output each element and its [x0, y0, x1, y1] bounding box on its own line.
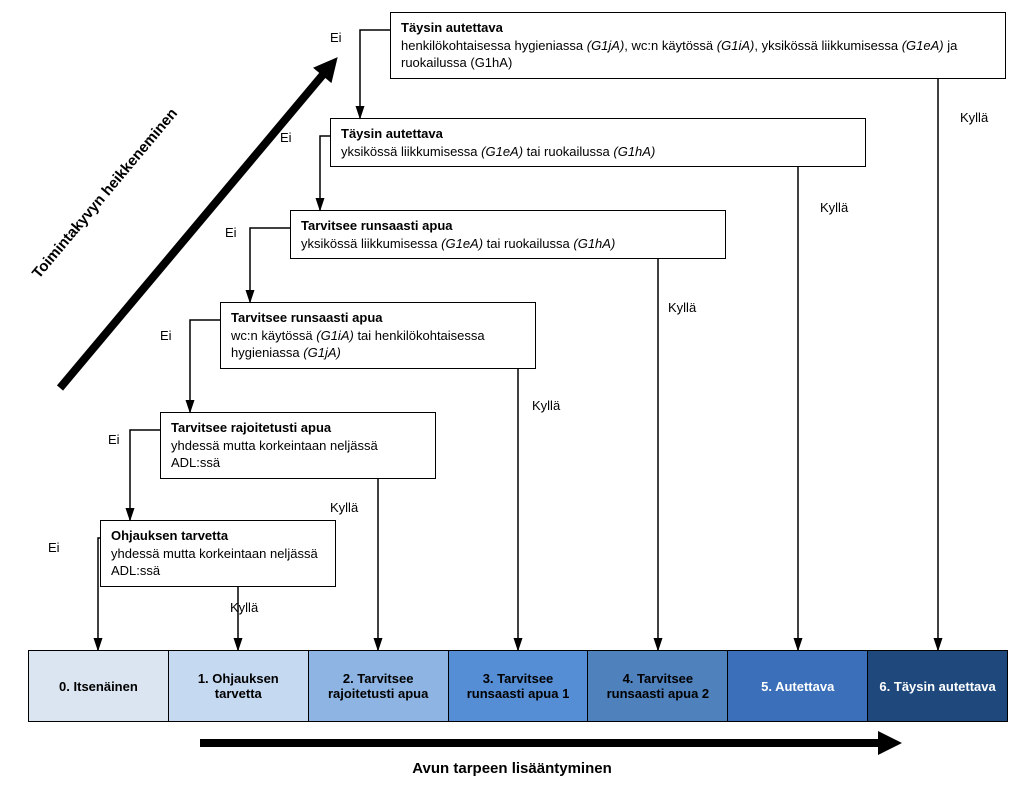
- decision-node: Tarvitsee runsaasti apuayksikössä liikku…: [290, 210, 726, 259]
- node-title: Täysin autettava: [401, 19, 995, 37]
- axis-horizontal-arrow: [200, 735, 900, 751]
- edge-label: Ei: [108, 432, 120, 447]
- edge-label: Ei: [225, 225, 237, 240]
- node-desc: yhdessä mutta korkeintaan neljässä ADL:s…: [111, 545, 325, 580]
- edge-label: Kyllä: [820, 200, 848, 215]
- scale-cell: 4. Tarvitsee runsaasti apua 2: [588, 651, 728, 721]
- decision-node: Tarvitsee rajoitetusti apuayhdessä mutta…: [160, 412, 436, 479]
- decision-node: Täysin autettavahenkilökohtaisessa hygie…: [390, 12, 1006, 79]
- edge-label: Ei: [280, 130, 292, 145]
- edge-label: Kyllä: [330, 500, 358, 515]
- node-desc: yhdessä mutta korkeintaan neljässä ADL:s…: [171, 437, 425, 472]
- edge-label: Kyllä: [532, 398, 560, 413]
- decision-node: Tarvitsee runsaasti apuawc:n käytössä (G…: [220, 302, 536, 369]
- node-desc: wc:n käytössä (G1iA) tai henkilökohtaise…: [231, 327, 525, 362]
- node-title: Tarvitsee rajoitetusti apua: [171, 419, 425, 437]
- node-title: Tarvitsee runsaasti apua: [301, 217, 715, 235]
- axis-horizontal-label: Avun tarpeen lisääntyminen: [0, 760, 1024, 777]
- edge-label: Kyllä: [668, 300, 696, 315]
- diagram-root: Toimintakyvyn heikkeneminen Täysin autet…: [0, 0, 1024, 791]
- scale-cell: 5. Autettava: [728, 651, 868, 721]
- edge-label: Kyllä: [230, 600, 258, 615]
- scale-cell: 3. Tarvitsee runsaasti apua 1: [449, 651, 589, 721]
- scale-cell: 6. Täysin autettava: [868, 651, 1007, 721]
- edge-label: Kyllä: [960, 110, 988, 125]
- scale-cell: 2. Tarvitsee rajoitetusti apua: [309, 651, 449, 721]
- node-title: Ohjauksen tarvetta: [111, 527, 325, 545]
- node-desc: yksikössä liikkumisessa (G1eA) tai ruoka…: [301, 235, 715, 253]
- scale-cell: 1. Ohjauksen tarvetta: [169, 651, 309, 721]
- node-title: Tarvitsee runsaasti apua: [231, 309, 525, 327]
- axis-diagonal-label: Toimintakyvyn heikkeneminen: [2, 73, 208, 314]
- node-title: Täysin autettava: [341, 125, 855, 143]
- node-desc: yksikössä liikkumisessa (G1eA) tai ruoka…: [341, 143, 855, 161]
- scale-cell: 0. Itsenäinen: [29, 651, 169, 721]
- edge-label: Ei: [48, 540, 60, 555]
- edge-label: Ei: [160, 328, 172, 343]
- decision-node: Ohjauksen tarvettayhdessä mutta korkeint…: [100, 520, 336, 587]
- decision-node: Täysin autettavayksikössä liikkumisessa …: [330, 118, 866, 167]
- node-desc: henkilökohtaisessa hygieniassa (G1jA), w…: [401, 37, 995, 72]
- edge-label: Ei: [330, 30, 342, 45]
- scale-row: 0. Itsenäinen1. Ohjauksen tarvetta2. Tar…: [28, 650, 1008, 722]
